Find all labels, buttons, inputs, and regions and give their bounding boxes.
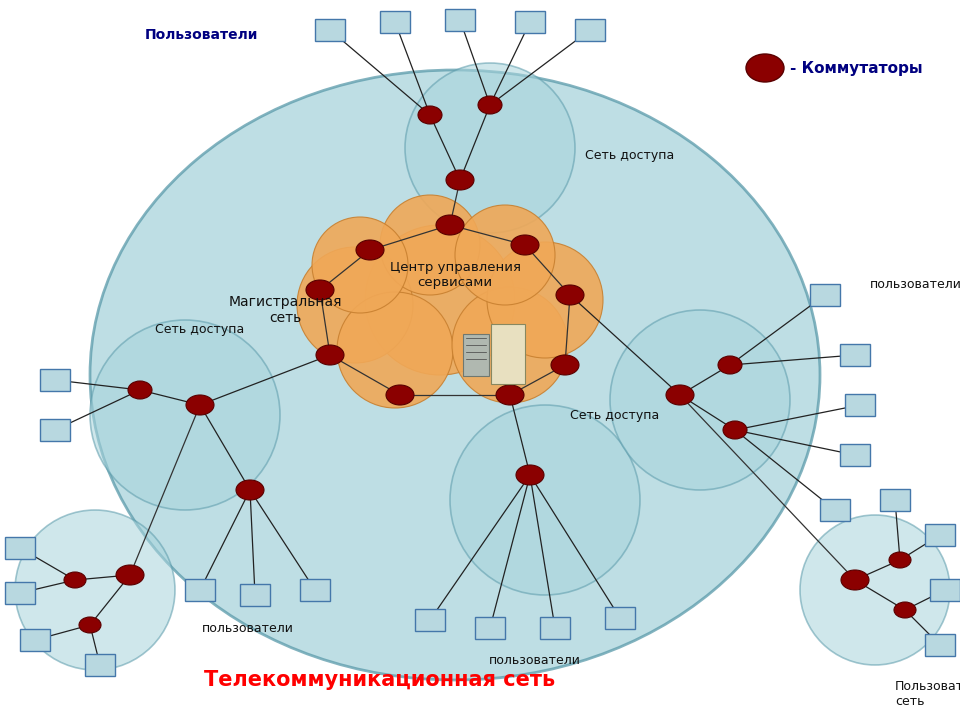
FancyBboxPatch shape [5,582,35,604]
Circle shape [487,242,603,358]
Text: Центр управления
сервисами: Центр управления сервисами [390,261,520,289]
Ellipse shape [316,345,344,365]
Ellipse shape [386,385,414,405]
Ellipse shape [306,280,334,300]
Circle shape [297,247,413,363]
FancyBboxPatch shape [540,617,570,639]
FancyBboxPatch shape [475,617,505,639]
FancyBboxPatch shape [605,607,635,629]
FancyBboxPatch shape [445,9,475,31]
Ellipse shape [746,54,784,82]
Ellipse shape [90,70,820,680]
FancyBboxPatch shape [240,584,270,606]
FancyBboxPatch shape [20,629,50,651]
Circle shape [365,225,515,375]
Circle shape [405,63,575,233]
Ellipse shape [79,617,101,633]
Circle shape [800,515,950,665]
FancyBboxPatch shape [840,444,870,466]
Ellipse shape [478,96,502,114]
Circle shape [610,310,790,490]
FancyBboxPatch shape [491,324,525,384]
Text: Пользовательская
сеть: Пользовательская сеть [895,680,960,708]
FancyBboxPatch shape [925,634,955,656]
Text: Сеть доступа: Сеть доступа [570,408,660,421]
Ellipse shape [436,215,464,235]
FancyBboxPatch shape [85,654,115,676]
FancyBboxPatch shape [300,579,330,601]
Ellipse shape [418,106,442,124]
Ellipse shape [889,552,911,568]
FancyBboxPatch shape [925,524,955,546]
Text: Телекоммуникационная сеть: Телекоммуникационная сеть [204,670,556,690]
Ellipse shape [718,356,742,374]
Ellipse shape [356,240,384,260]
Circle shape [15,510,175,670]
FancyBboxPatch shape [415,609,445,631]
Text: пользователи: пользователи [870,279,960,292]
Ellipse shape [511,235,539,255]
Ellipse shape [496,385,524,405]
FancyBboxPatch shape [810,284,840,306]
Ellipse shape [64,572,86,588]
Ellipse shape [666,385,694,405]
FancyBboxPatch shape [880,489,910,511]
FancyBboxPatch shape [515,11,545,33]
FancyBboxPatch shape [315,19,345,41]
Ellipse shape [186,395,214,415]
Ellipse shape [128,381,152,399]
FancyBboxPatch shape [463,334,489,376]
Circle shape [312,217,408,313]
FancyBboxPatch shape [840,344,870,366]
Text: Пользователи: Пользователи [145,28,258,42]
Text: Сеть доступа: Сеть доступа [155,323,244,336]
FancyBboxPatch shape [40,419,70,441]
FancyBboxPatch shape [575,19,605,41]
Ellipse shape [446,170,474,190]
Circle shape [450,405,640,595]
Ellipse shape [551,355,579,375]
FancyBboxPatch shape [930,579,960,601]
Ellipse shape [723,421,747,439]
Ellipse shape [556,285,584,305]
Ellipse shape [894,602,916,618]
Ellipse shape [841,570,869,590]
FancyBboxPatch shape [40,369,70,391]
FancyBboxPatch shape [5,537,35,559]
Text: пользователи: пользователи [489,654,581,667]
Text: - Коммутаторы: - Коммутаторы [790,60,923,76]
Circle shape [455,205,555,305]
Text: Магистральная
сеть: Магистральная сеть [228,295,342,325]
FancyBboxPatch shape [845,394,875,416]
Ellipse shape [236,480,264,500]
Ellipse shape [116,565,144,585]
Circle shape [452,287,568,403]
Text: Сеть доступа: Сеть доступа [585,148,674,161]
Circle shape [90,320,280,510]
FancyBboxPatch shape [820,499,850,521]
Circle shape [380,195,480,295]
FancyBboxPatch shape [185,579,215,601]
Text: пользователи: пользователи [202,621,294,634]
Ellipse shape [516,465,544,485]
FancyBboxPatch shape [380,11,410,33]
Circle shape [337,292,453,408]
